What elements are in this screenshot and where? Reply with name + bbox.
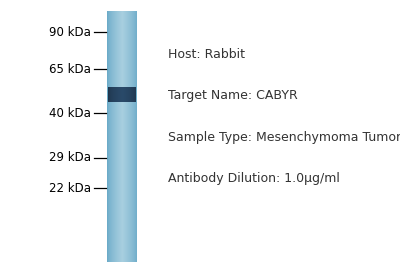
Text: 40 kDa: 40 kDa (49, 107, 91, 120)
Text: Host: Rabbit: Host: Rabbit (168, 48, 245, 61)
Text: Sample Type: Mesenchymoma Tumor Lysate: Sample Type: Mesenchymoma Tumor Lysate (168, 131, 400, 144)
Text: 29 kDa: 29 kDa (49, 151, 91, 164)
Text: 65 kDa: 65 kDa (49, 63, 91, 76)
Text: Target Name: CABYR: Target Name: CABYR (168, 89, 298, 103)
Text: 22 kDa: 22 kDa (49, 182, 91, 195)
Text: 90 kDa: 90 kDa (49, 26, 91, 38)
Text: Antibody Dilution: 1.0µg/ml: Antibody Dilution: 1.0µg/ml (168, 172, 340, 185)
